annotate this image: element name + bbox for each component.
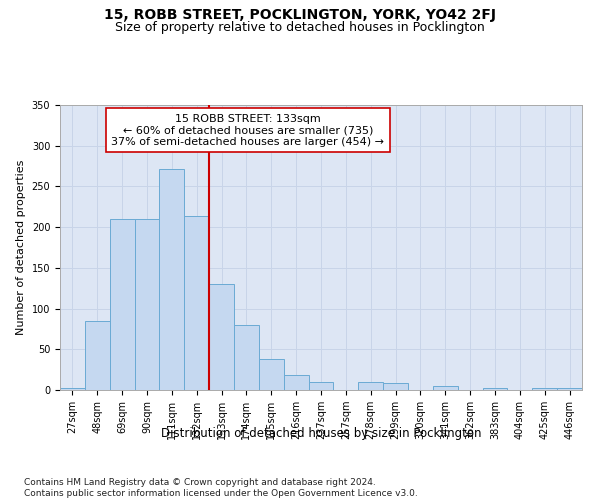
Text: Distribution of detached houses by size in Pocklington: Distribution of detached houses by size … [161, 428, 481, 440]
Bar [60, 388, 85, 390]
Bar [184, 216, 209, 390]
Text: Size of property relative to detached houses in Pocklington: Size of property relative to detached ho… [115, 21, 485, 34]
Bar [482, 388, 508, 390]
Bar [358, 382, 383, 390]
Text: 15, ROBB STREET, POCKLINGTON, YORK, YO42 2FJ: 15, ROBB STREET, POCKLINGTON, YORK, YO42… [104, 8, 496, 22]
Bar [308, 382, 334, 390]
Text: 15 ROBB STREET: 133sqm
← 60% of detached houses are smaller (735)
37% of semi-de: 15 ROBB STREET: 133sqm ← 60% of detached… [112, 114, 385, 147]
Bar [433, 386, 458, 390]
Bar [234, 325, 259, 390]
Y-axis label: Number of detached properties: Number of detached properties [16, 160, 26, 335]
Bar [160, 168, 184, 390]
Bar [383, 384, 408, 390]
Bar [209, 284, 234, 390]
Bar [110, 219, 134, 390]
Bar [85, 321, 110, 390]
Bar [532, 388, 557, 390]
Bar [557, 388, 582, 390]
Bar [284, 376, 308, 390]
Text: Contains HM Land Registry data © Crown copyright and database right 2024.
Contai: Contains HM Land Registry data © Crown c… [24, 478, 418, 498]
Bar [259, 359, 284, 390]
Bar [134, 219, 160, 390]
